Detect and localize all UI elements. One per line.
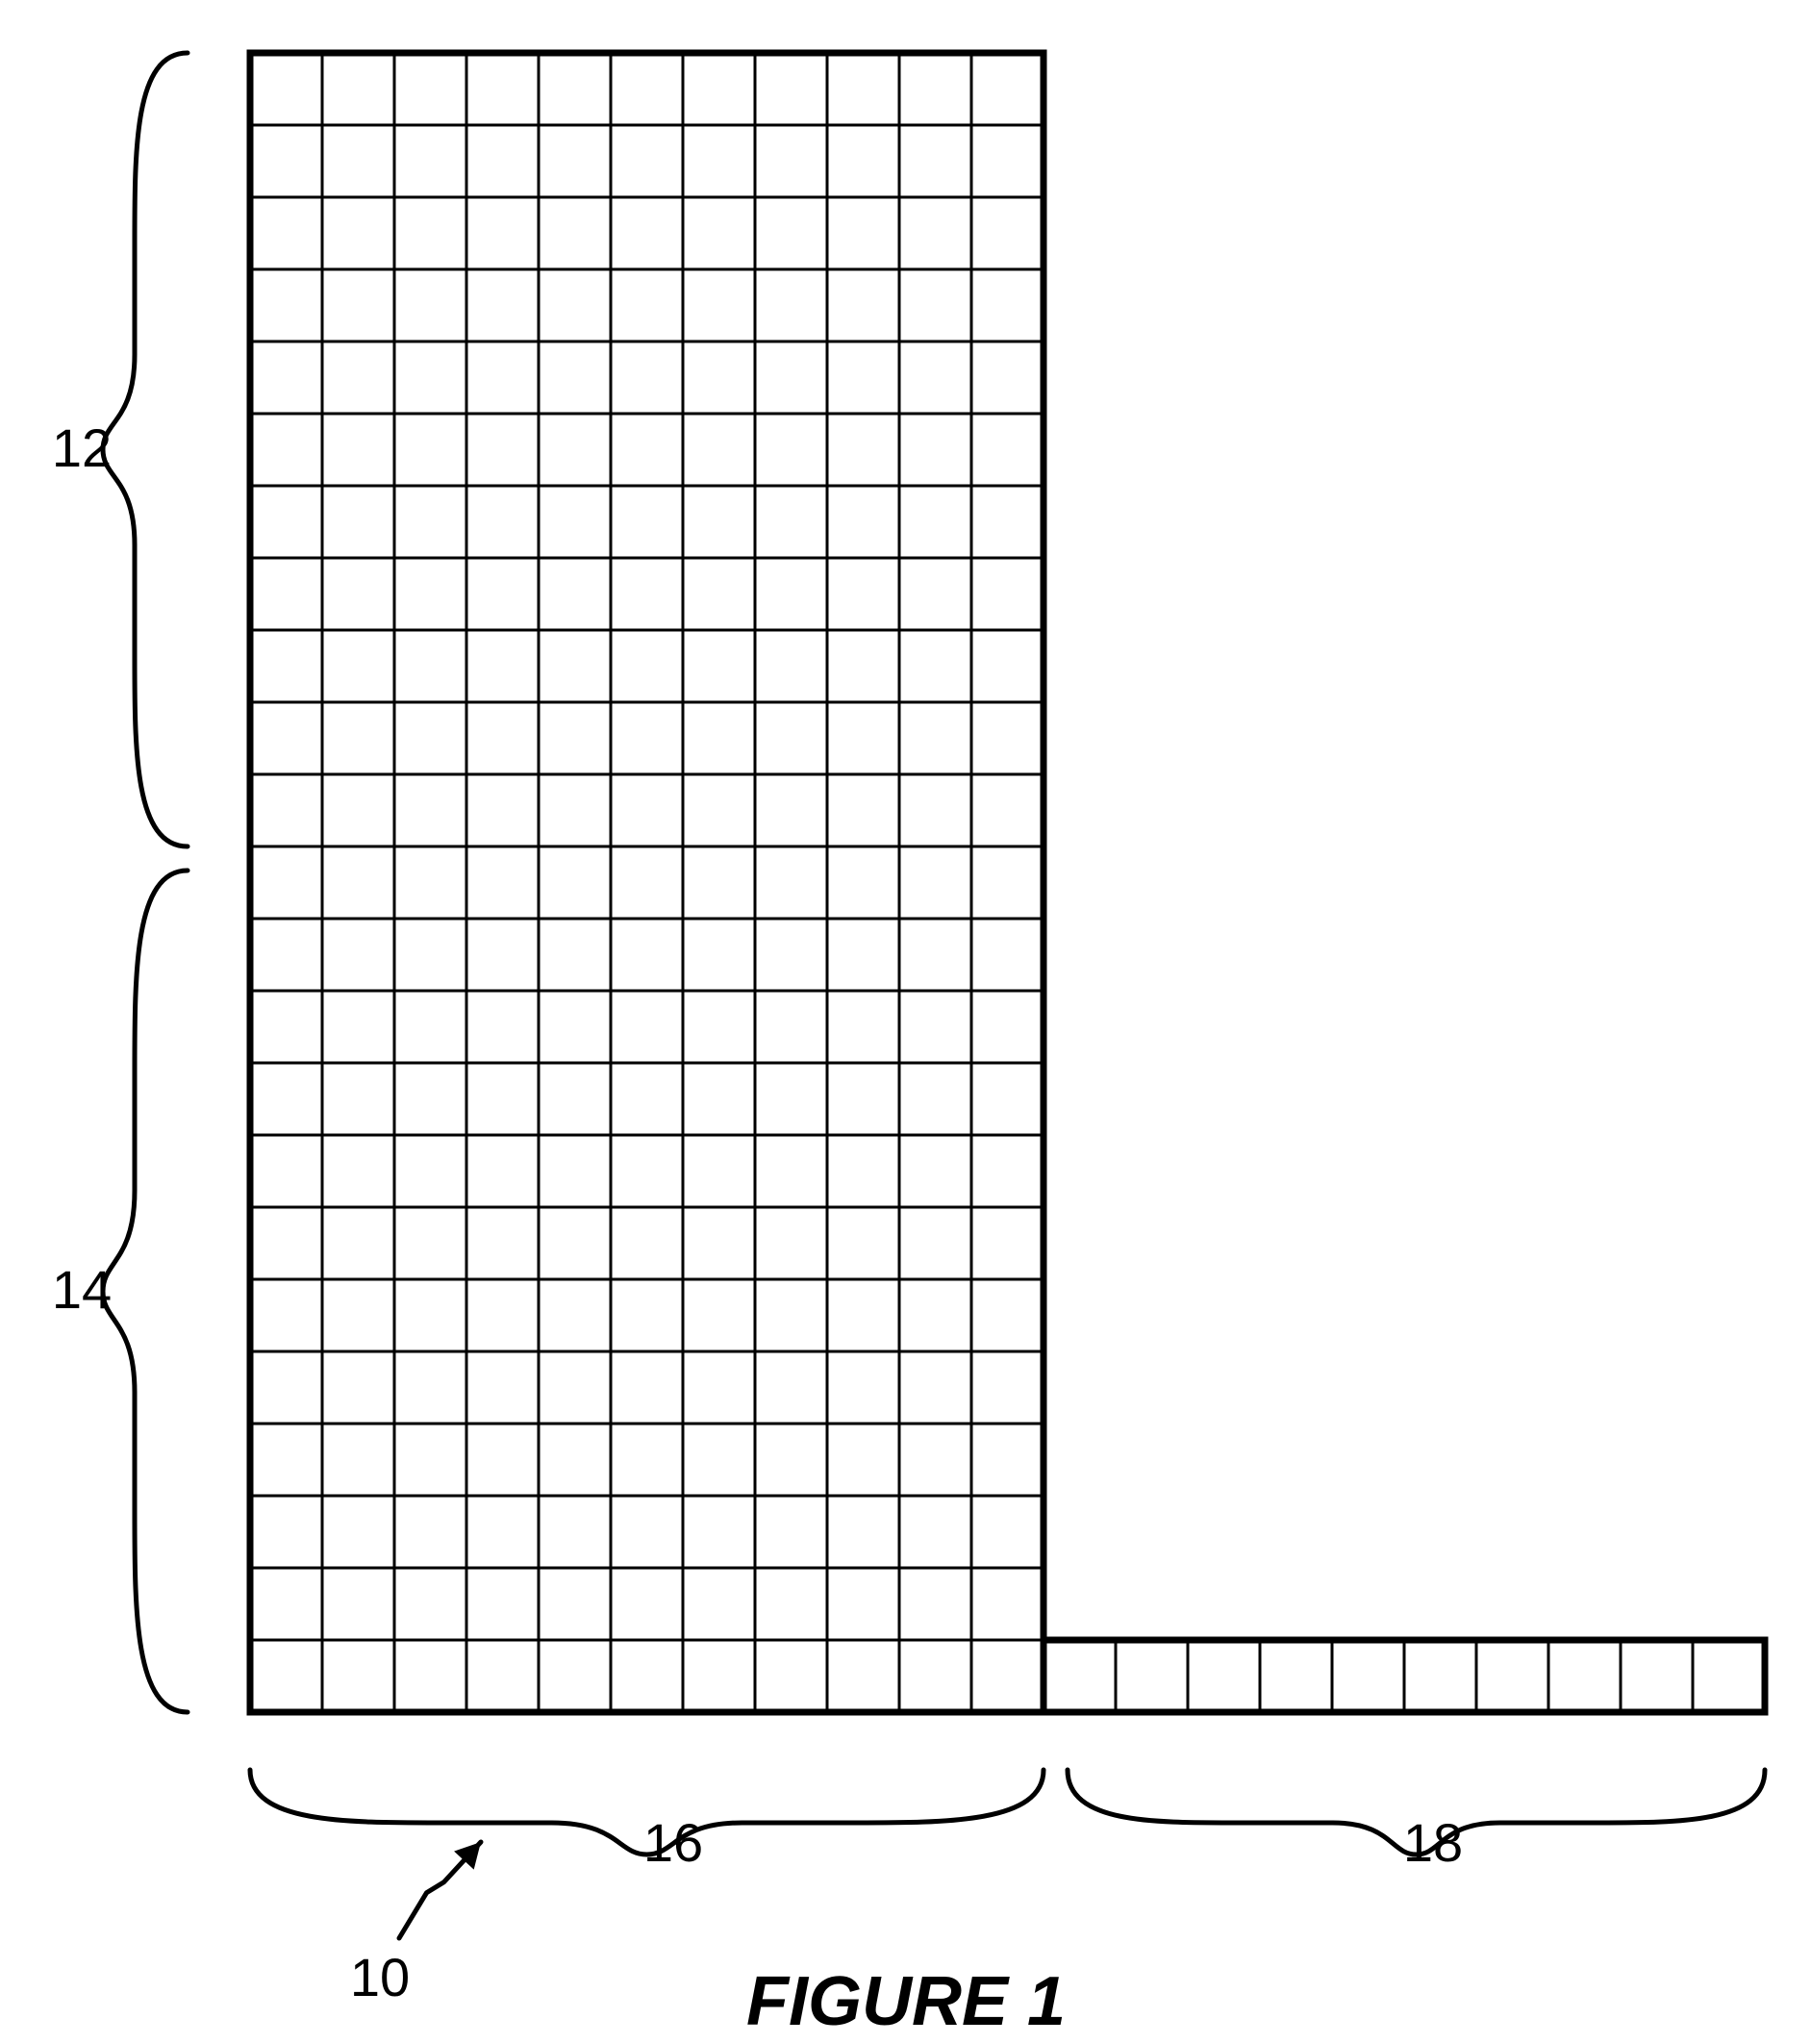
- figure-caption: FIGURE 1: [746, 1963, 1066, 2040]
- main-grid: [250, 53, 1044, 1712]
- figure-svg: 12 14 16 18 10 FIGURE 1: [0, 0, 1811, 2044]
- brace-bottom-2: 18: [1068, 1770, 1765, 1873]
- extension-row: [1044, 1640, 1765, 1712]
- reference-arrow: 10: [350, 1842, 481, 2007]
- brace-label: 16: [643, 1812, 703, 1873]
- brace-bottom-1: 16: [250, 1770, 1044, 1873]
- figure-page: 12 14 16 18 10 FIGURE 1: [0, 0, 1811, 2044]
- reference-label: 10: [350, 1947, 410, 2007]
- brace-label: 18: [1403, 1812, 1463, 1873]
- brace-label: 12: [52, 417, 112, 478]
- brace-left-2: 14: [52, 871, 188, 1712]
- brace-label: 14: [52, 1259, 112, 1320]
- brace-left-1: 12: [52, 53, 188, 846]
